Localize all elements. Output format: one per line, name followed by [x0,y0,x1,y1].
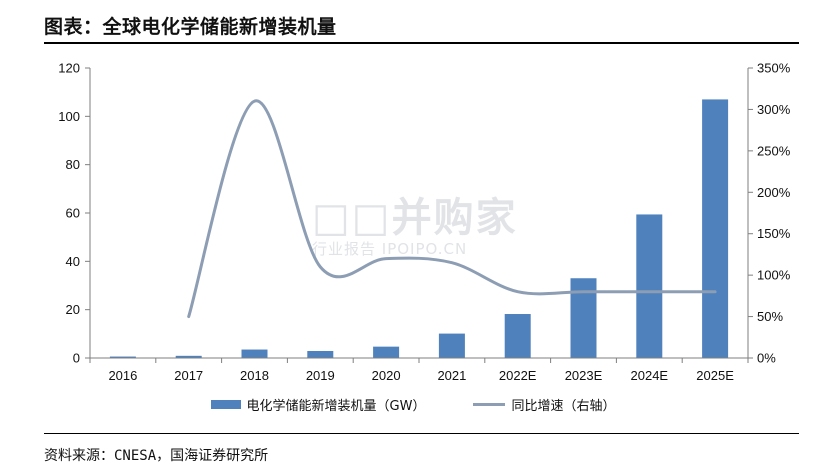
bar-series [109,99,729,359]
x-tick-label: 2020 [372,368,401,383]
figure-title: 图表：全球电化学储能新增装机量 [44,16,337,38]
bar-2025E [702,99,729,359]
x-tick-label: 2024E [631,368,669,383]
chart-axes [85,67,753,363]
x-tick-label: 2021 [437,368,466,383]
bar-2019 [307,350,334,358]
right-tick-label: 250% [757,143,791,158]
left-tick-label: 80 [66,157,80,172]
right-tick-label: 100% [757,268,791,283]
bottom-divider [44,433,799,434]
x-tick-label: 2025E [696,368,734,383]
right-tick-label: 0% [757,351,776,366]
tick-labels: 0 20 40 60 80 100 120 0% 50% 100% 150% 200% 250% 300%… [58,61,790,384]
left-tick-label: 100 [58,109,80,124]
x-tick-label: 2023E [565,368,603,383]
legend-item-bar: 电化学储能新增装机量（GW） [210,395,426,414]
x-tick-label: 2016 [108,368,137,383]
bar-2022E [504,314,531,358]
bar-2017 [175,355,202,358]
right-tick-label: 300% [757,102,791,117]
legend-line-label: 同比增速（右轴） [511,399,616,414]
x-tick-label: 2019 [306,368,335,383]
bar-2024E [636,214,663,358]
legend-bar-swatch [210,400,241,409]
right-tick-label: 50% [757,309,783,324]
bar-2023E [570,278,597,358]
x-tick-label: 2017 [174,368,203,383]
bar-2021 [438,333,465,358]
legend-item-line: 同比增速（右轴） [473,395,615,414]
left-tick-label: 120 [58,61,80,76]
legend-line-swatch [473,403,506,406]
chart-legend: 电化学储能新增装机量（GW） 同比增速（右轴） [0,395,826,414]
top-divider [44,42,799,44]
bar-2018 [241,349,268,358]
bar-2020 [373,346,400,358]
left-tick-label: 40 [66,254,80,269]
growth-rate-line [187,99,717,319]
right-tick-label: 350% [757,61,791,76]
x-tick-label: 2018 [240,368,269,383]
left-tick-label: 60 [66,206,80,221]
source-note: 资料来源：CNESA，国海证券研究所 [44,448,269,464]
right-tick-label: 200% [757,185,791,200]
line-series [187,99,717,319]
right-tick-label: 150% [757,226,791,241]
legend-bar-label: 电化学储能新增装机量（GW） [246,399,426,414]
bar-2016 [109,356,136,358]
left-tick-label: 20 [66,302,80,317]
left-tick-label: 0 [73,351,80,366]
x-tick-label: 2022E [499,368,537,383]
